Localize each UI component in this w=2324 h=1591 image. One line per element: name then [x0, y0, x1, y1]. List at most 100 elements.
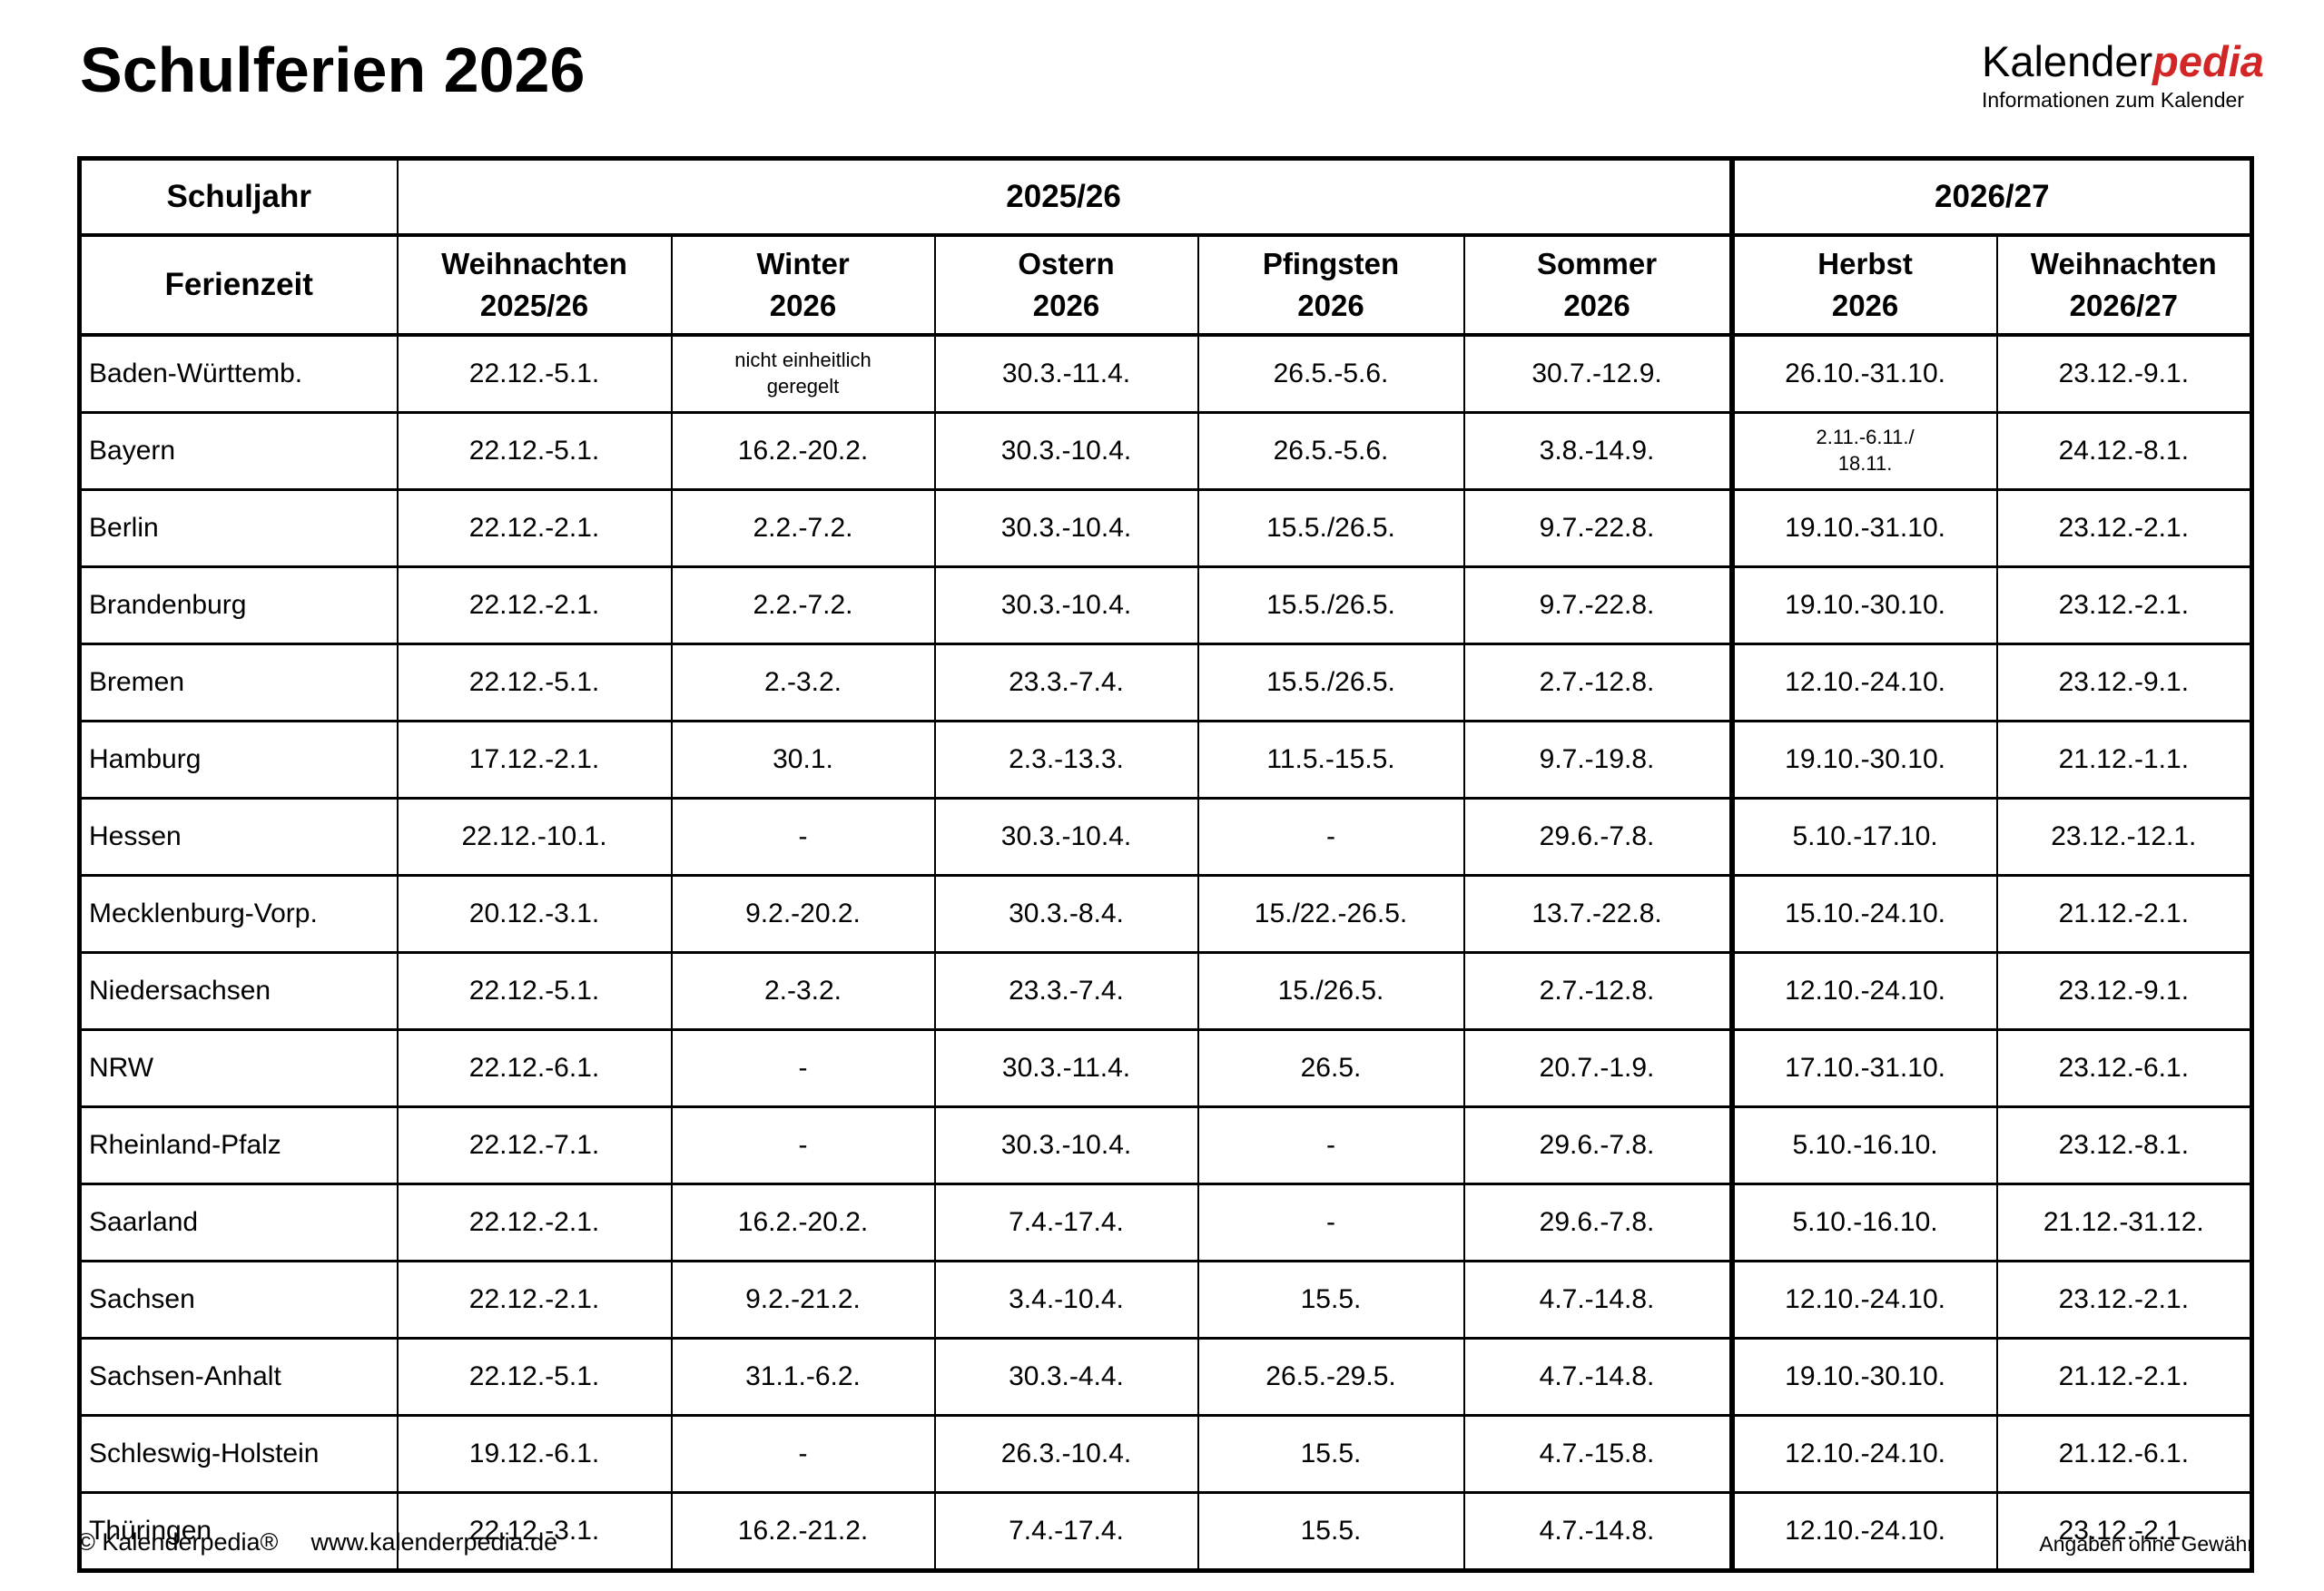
- holiday-cell: 30.3.-8.4.: [933, 874, 1199, 954]
- column-header-winter: Winter 2026: [670, 233, 936, 337]
- holiday-cell: 15.5.: [1196, 1414, 1465, 1494]
- holiday-cell: 19.10.-30.10.: [1728, 1337, 1998, 1417]
- holiday-cell: 30.3.-10.4.: [933, 797, 1199, 877]
- table-row: Hessen 22.12.-10.1. - 30.3.-10.4. - 29.6…: [78, 797, 2253, 877]
- holiday-cell: 9.2.-20.2.: [670, 874, 936, 954]
- holiday-cell: 26.5.-29.5.: [1196, 1337, 1465, 1417]
- holiday-cell: 23.12.-2.1.: [1995, 1491, 2253, 1572]
- holiday-cell: 23.12.-6.1.: [1995, 1028, 2253, 1108]
- holiday-cell: 17.10.-31.10.: [1728, 1028, 1998, 1108]
- state-name: Hamburg: [78, 720, 399, 800]
- holiday-cell: 12.10.-24.10.: [1728, 1260, 1998, 1340]
- holiday-cell: -: [1196, 797, 1465, 877]
- holiday-cell: 9.7.-19.8.: [1462, 720, 1733, 800]
- holiday-cell: 15.5./26.5.: [1196, 643, 1465, 722]
- state-name: Bayern: [78, 411, 399, 491]
- holiday-cell: 2.7.-12.8.: [1462, 643, 1733, 722]
- logo-subtitle: Informationen zum Kalender: [1982, 88, 2244, 112]
- holiday-cell: 5.10.-16.10.: [1728, 1183, 1998, 1262]
- state-name: Mecklenburg-Vorp.: [78, 874, 399, 954]
- holiday-cell: 15.5.: [1196, 1491, 1465, 1572]
- table-row: Brandenburg 22.12.-2.1. 2.2.-7.2. 30.3.-…: [78, 565, 2253, 645]
- page-title: Schulferien 2026: [80, 34, 586, 105]
- holiday-cell: 26.5.: [1196, 1028, 1465, 1108]
- holiday-cell: 22.12.-5.1.: [396, 951, 673, 1031]
- holiday-cell: 30.1.: [670, 720, 936, 800]
- schoolyear-header-row: Schuljahr 2025/26 2026/27: [78, 157, 2253, 237]
- holiday-cell: 23.3.-7.4.: [933, 951, 1199, 1031]
- holiday-cell: 5.10.-17.10.: [1728, 797, 1998, 877]
- holiday-cell: 5.10.-16.10.: [1728, 1105, 1998, 1185]
- holiday-cell: 16.2.-20.2.: [670, 411, 936, 491]
- holiday-cell: 2.7.-12.8.: [1462, 951, 1733, 1031]
- table-row: NRW 22.12.-6.1. - 30.3.-11.4. 26.5. 20.7…: [78, 1028, 2253, 1108]
- holiday-cell: 24.12.-8.1.: [1995, 411, 2253, 491]
- holiday-cell: 9.7.-22.8.: [1462, 565, 1733, 645]
- state-name: Niedersachsen: [78, 951, 399, 1031]
- holiday-cell: 4.7.-15.8.: [1462, 1414, 1733, 1494]
- holiday-cell: 22.12.-2.1.: [396, 1260, 673, 1340]
- holiday-cell: 2.-3.2.: [670, 643, 936, 722]
- state-name: Baden-Württemb.: [78, 333, 399, 414]
- holiday-cell: 20.12.-3.1.: [396, 874, 673, 954]
- footer-url: www.kalenderpedia.de: [310, 1528, 558, 1556]
- table-row: Hamburg 17.12.-2.1. 30.1. 2.3.-13.3. 11.…: [78, 720, 2253, 800]
- holiday-cell: 19.10.-31.10.: [1728, 488, 1998, 568]
- holiday-cell: 16.2.-20.2.: [670, 1183, 936, 1262]
- holiday-cell: 23.12.-2.1.: [1995, 565, 2253, 645]
- table-row: Schleswig-Holstein 19.12.-6.1. - 26.3.-1…: [78, 1414, 2253, 1494]
- holiday-cell: 2.3.-13.3.: [933, 720, 1199, 800]
- holiday-cell: 23.12.-9.1.: [1995, 643, 2253, 722]
- holiday-cell: -: [670, 797, 936, 877]
- holiday-cell: 13.7.-22.8.: [1462, 874, 1733, 954]
- holiday-cell: 29.6.-7.8.: [1462, 1183, 1733, 1262]
- holiday-cell: -: [670, 1105, 936, 1185]
- holiday-cell: 7.4.-17.4.: [933, 1491, 1199, 1572]
- holiday-cell: 4.7.-14.8.: [1462, 1491, 1733, 1572]
- state-name: Schleswig-Holstein: [78, 1414, 399, 1494]
- holiday-cell: 22.12.-5.1.: [396, 411, 673, 491]
- holiday-type-header-row: Ferienzeit Weihnachten 2025/26 Winter 20…: [78, 233, 2253, 337]
- holiday-cell: 23.12.-9.1.: [1995, 951, 2253, 1031]
- logo-accent: pedia: [2152, 37, 2264, 85]
- holiday-cell: 23.12.-2.1.: [1995, 1260, 2253, 1340]
- page-footer: © Kalenderpedia® www.kalenderpedia.de Ang…: [77, 1528, 2254, 1557]
- holiday-cell: 19.10.-30.10.: [1728, 565, 1998, 645]
- holiday-cell: 19.10.-30.10.: [1728, 720, 1998, 800]
- column-header-weihnachten-2025: Weihnachten 2025/26: [396, 233, 673, 337]
- holiday-cell: 29.6.-7.8.: [1462, 1105, 1733, 1185]
- holiday-cell: 30.3.-10.4.: [933, 411, 1199, 491]
- holiday-cell: 2.2.-7.2.: [670, 565, 936, 645]
- table-row: Bayern 22.12.-5.1. 16.2.-20.2. 30.3.-10.…: [78, 411, 2253, 491]
- corner-ferienzeit-label: Ferienzeit: [78, 233, 399, 337]
- column-header-ostern: Ostern 2026: [933, 233, 1199, 337]
- holiday-cell: 21.12.-31.12.: [1995, 1183, 2253, 1262]
- school-holidays-table: Schuljahr 2025/26 2026/27 Ferienzeit Wei…: [77, 156, 2255, 1573]
- holiday-cell: 3.4.-10.4.: [933, 1260, 1199, 1340]
- holiday-cell: 23.12.-12.1.: [1995, 797, 2253, 877]
- holiday-cell: 22.12.-5.1.: [396, 333, 673, 414]
- logo-wordmark: Kalenderpedia: [1982, 40, 2264, 83]
- holiday-cell: -: [670, 1414, 936, 1494]
- state-name: Sachsen-Anhalt: [78, 1337, 399, 1417]
- schoolyear-2025-26: 2025/26: [396, 157, 1733, 237]
- state-name: Bremen: [78, 643, 399, 722]
- footer-copyright: © Kalenderpedia® www.kalenderpedia.de: [77, 1528, 557, 1557]
- column-header-sommer: Sommer 2026: [1462, 233, 1733, 337]
- holiday-cell: 15.5.: [1196, 1260, 1465, 1340]
- holiday-cell: 20.7.-1.9.: [1462, 1028, 1733, 1108]
- holiday-cell: 2.2.-7.2.: [670, 488, 936, 568]
- table-row: Niedersachsen 22.12.-5.1. 2.-3.2. 23.3.-…: [78, 951, 2253, 1031]
- holiday-cell: 16.2.-21.2.: [670, 1491, 936, 1572]
- holiday-cell: nicht einheitlich geregelt: [670, 333, 936, 414]
- holiday-cell: 30.3.-11.4.: [933, 1028, 1199, 1108]
- holiday-cell: 19.12.-6.1.: [396, 1414, 673, 1494]
- logo-text-black: Kalender: [1982, 37, 2153, 85]
- holiday-cell: 11.5.-15.5.: [1196, 720, 1465, 800]
- holiday-cell: 7.4.-17.4.: [933, 1183, 1199, 1262]
- holiday-cell: 21.12.-2.1.: [1995, 1337, 2253, 1417]
- holiday-cell: 29.6.-7.8.: [1462, 797, 1733, 877]
- holiday-cell: 3.8.-14.9.: [1462, 411, 1733, 491]
- holiday-cell: 30.3.-10.4.: [933, 565, 1199, 645]
- state-name: Rheinland-Pfalz: [78, 1105, 399, 1185]
